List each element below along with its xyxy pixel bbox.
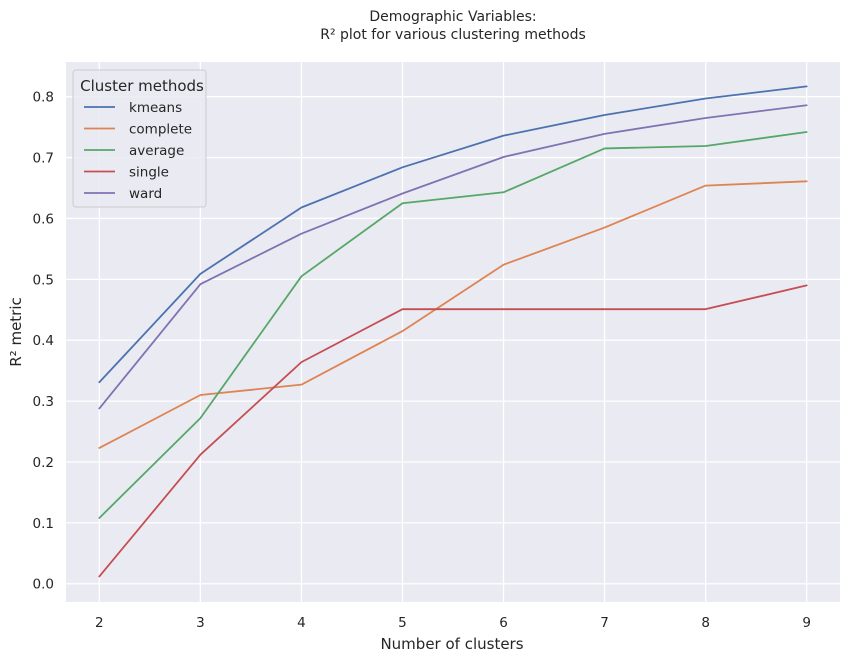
legend-label-ward: ward bbox=[129, 186, 162, 202]
series-line-kmeans bbox=[98, 85, 808, 384]
y-tick-label: 0.1 bbox=[33, 516, 54, 532]
grid bbox=[66, 62, 840, 602]
legend-label-complete: complete bbox=[129, 122, 192, 138]
tick-labels: 2 3 4 5 6 7 8 9 0.0 0.1 0.2 0.3 0.4 0.5 0.6 0.7 0.8 bbox=[33, 90, 811, 631]
series-lines bbox=[98, 85, 808, 578]
x-tick-label: 3 bbox=[196, 615, 205, 631]
x-tick-label: 2 bbox=[95, 615, 104, 631]
x-axis-label: Number of clusters bbox=[380, 635, 523, 653]
legend: Cluster methods kmeans complete average sin… bbox=[72, 69, 207, 208]
y-tick-label: 0.4 bbox=[33, 333, 54, 349]
y-tick-label: 0.7 bbox=[33, 151, 54, 167]
legend-title: Cluster methods bbox=[80, 77, 204, 95]
y-tick-label: 0.8 bbox=[33, 90, 54, 106]
x-tick-label: 7 bbox=[600, 615, 609, 631]
y-tick-label: 0.0 bbox=[33, 577, 54, 593]
x-tick-label: 9 bbox=[802, 615, 811, 631]
x-tick-label: 4 bbox=[297, 615, 306, 631]
legend-label-single: single bbox=[129, 165, 169, 181]
y-axis-label: R² metric bbox=[7, 297, 25, 367]
x-tick-label: 6 bbox=[499, 615, 508, 631]
y-tick-label: 0.3 bbox=[33, 394, 54, 410]
legend-box bbox=[72, 69, 207, 208]
series-line-average bbox=[98, 131, 808, 519]
series-line-single bbox=[98, 284, 808, 578]
chart-title-line-2: R² plot for various clustering methods bbox=[320, 27, 586, 43]
legend-label-average: average bbox=[129, 143, 184, 159]
y-tick-label: 0.5 bbox=[33, 272, 54, 288]
series-line-ward bbox=[98, 104, 808, 410]
y-tick-label: 0.2 bbox=[33, 455, 54, 471]
chart-title-line-1: Demographic Variables: bbox=[369, 9, 536, 25]
x-tick-label: 5 bbox=[398, 615, 407, 631]
y-tick-label: 0.6 bbox=[33, 211, 54, 227]
x-tick-label: 8 bbox=[701, 615, 710, 631]
legend-label-kmeans: kmeans bbox=[129, 100, 182, 116]
